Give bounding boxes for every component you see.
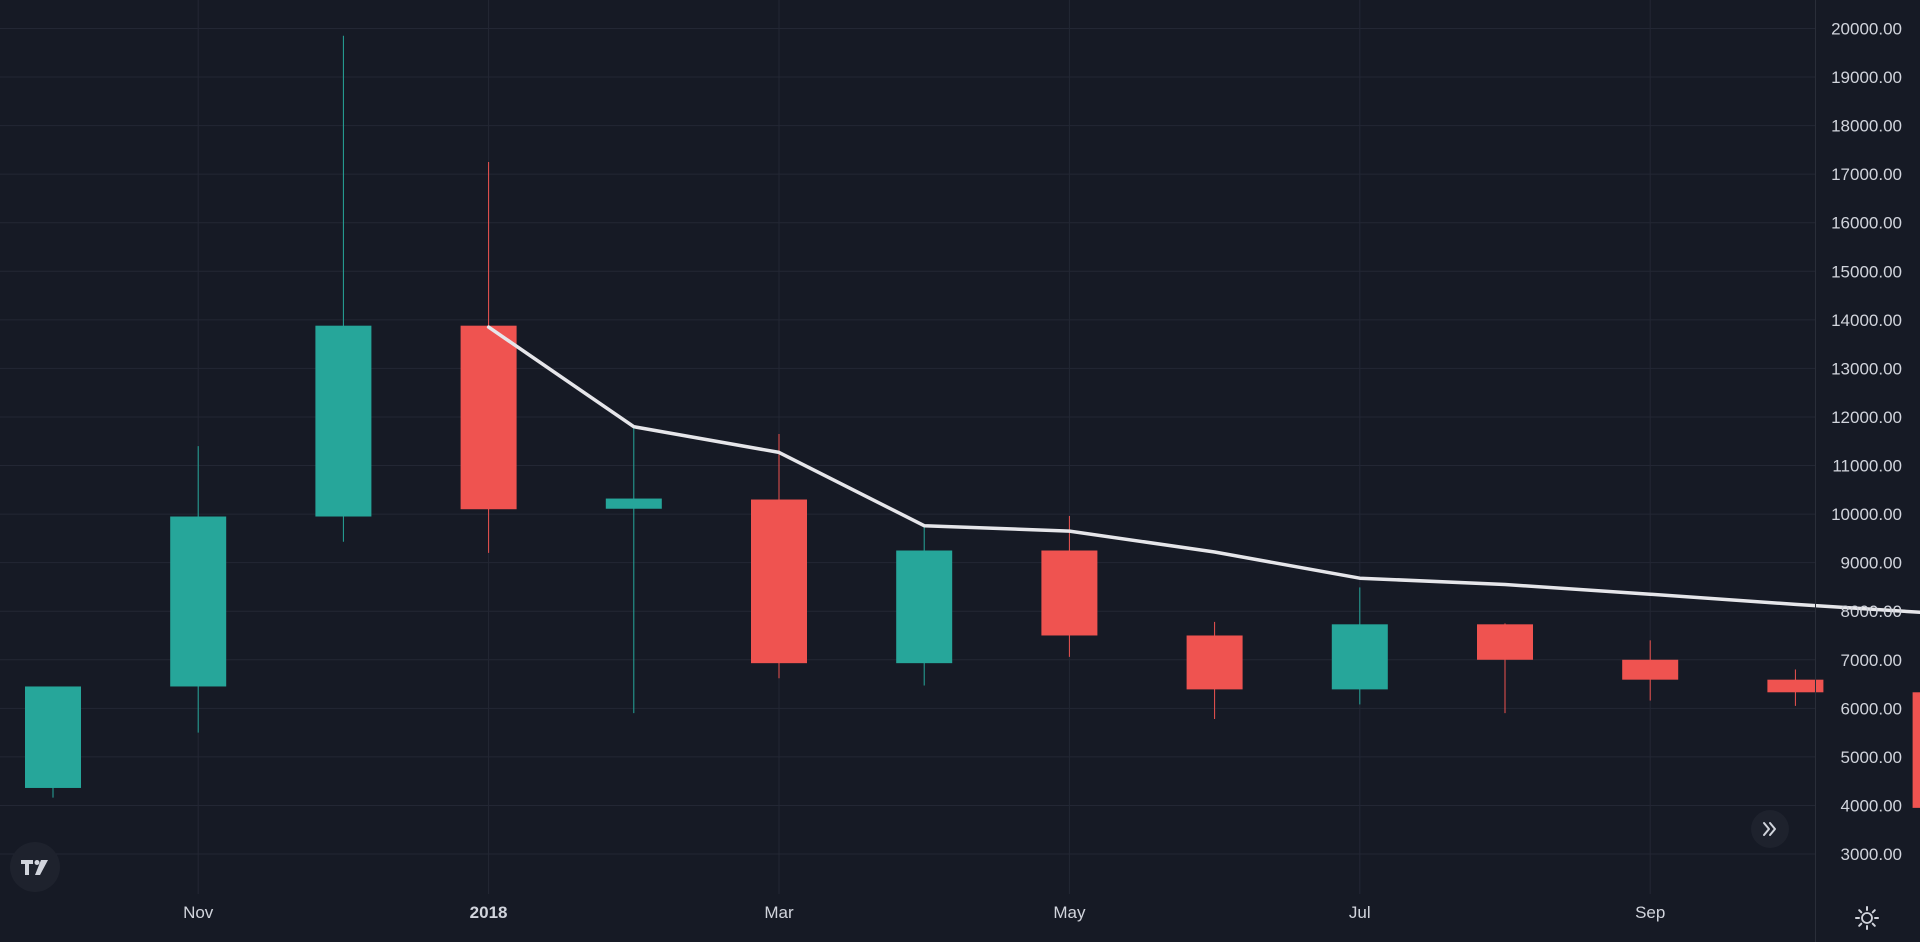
price-tick-label: 17000.00 bbox=[1831, 165, 1902, 184]
price-axis[interactable]: 20000.00 19000.00 18000.00 17000.00 16000.00… bbox=[1831, 20, 1902, 865]
candle-body bbox=[1622, 659, 1679, 680]
price-tick-label: 18000.00 bbox=[1831, 117, 1902, 136]
scroll-to-realtime-button[interactable] bbox=[1751, 810, 1789, 848]
price-tick-label: 15000.00 bbox=[1831, 262, 1902, 281]
price-tick-label: 9000.00 bbox=[1841, 554, 1902, 573]
candle[interactable] bbox=[605, 427, 662, 714]
candle-body bbox=[1477, 624, 1533, 660]
candle[interactable] bbox=[25, 686, 81, 798]
candle[interactable] bbox=[751, 433, 807, 679]
candle-body bbox=[25, 686, 81, 788]
price-tick-label: 8000.00 bbox=[1841, 602, 1902, 621]
candle[interactable] bbox=[460, 162, 517, 553]
time-tick-label: Mar bbox=[764, 903, 794, 922]
price-tick-label: 20000.00 bbox=[1831, 20, 1902, 39]
price-tick-label: 19000.00 bbox=[1831, 68, 1902, 87]
candle[interactable] bbox=[1767, 669, 1824, 706]
candle[interactable] bbox=[1477, 623, 1533, 714]
candle[interactable] bbox=[1331, 587, 1388, 705]
candles bbox=[25, 35, 1920, 827]
gear-icon bbox=[1855, 906, 1879, 930]
candle[interactable] bbox=[1912, 681, 1920, 827]
price-tick-label: 7000.00 bbox=[1841, 651, 1902, 670]
grid bbox=[0, 0, 1815, 894]
candle-body bbox=[896, 550, 953, 664]
price-tick-label: 4000.00 bbox=[1841, 796, 1902, 815]
candle[interactable] bbox=[315, 35, 372, 542]
candle-body bbox=[315, 325, 372, 517]
candle-body bbox=[170, 516, 227, 687]
price-tick-label: 3000.00 bbox=[1841, 845, 1902, 864]
candle-body bbox=[1331, 624, 1388, 690]
candle[interactable] bbox=[170, 446, 227, 733]
candle-body bbox=[1041, 550, 1098, 636]
time-tick-label: Sep bbox=[1635, 903, 1665, 922]
candle[interactable] bbox=[1622, 640, 1679, 701]
candle[interactable] bbox=[1041, 516, 1098, 657]
price-tick-label: 11000.00 bbox=[1832, 457, 1902, 476]
price-tick-label: 13000.00 bbox=[1831, 359, 1902, 378]
time-tick-label: May bbox=[1053, 903, 1086, 922]
price-tick-label: 10000.00 bbox=[1831, 505, 1902, 524]
price-tick-label: 6000.00 bbox=[1841, 699, 1902, 718]
price-tick-label: 16000.00 bbox=[1831, 214, 1902, 233]
moving-average-line bbox=[486, 325, 1920, 615]
candle-body bbox=[1767, 679, 1824, 693]
time-tick-label: Nov bbox=[183, 903, 214, 922]
candle-body bbox=[460, 325, 517, 510]
moving-average bbox=[486, 325, 1920, 615]
time-axis[interactable]: Nov2018MarMayJulSepNov2019MarMayJulSep bbox=[183, 903, 1920, 922]
candle[interactable] bbox=[1186, 621, 1243, 720]
candle-body bbox=[1912, 692, 1920, 808]
price-tick-label: 12000.00 bbox=[1831, 408, 1902, 427]
price-tick-label: 5000.00 bbox=[1841, 748, 1902, 767]
tradingview-logo-button[interactable] bbox=[10, 842, 60, 892]
candle[interactable] bbox=[896, 525, 953, 686]
time-tick-label: 2018 bbox=[470, 903, 508, 922]
candle-body bbox=[751, 499, 807, 664]
price-tick-label: 14000.00 bbox=[1831, 311, 1902, 330]
time-tick-label: Jul bbox=[1349, 903, 1371, 922]
double-chevron-right-icon bbox=[1763, 822, 1776, 836]
tradingview-logo-icon bbox=[21, 860, 48, 875]
chart-settings-button[interactable] bbox=[1852, 903, 1882, 933]
candle-body bbox=[1186, 635, 1243, 690]
candle-body bbox=[605, 498, 662, 509]
